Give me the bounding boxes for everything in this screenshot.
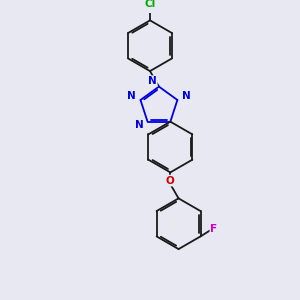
Text: Cl: Cl	[144, 0, 156, 9]
Text: N: N	[135, 120, 144, 130]
Text: N: N	[148, 76, 157, 86]
Text: F: F	[210, 224, 218, 234]
Text: N: N	[127, 92, 136, 101]
Text: N: N	[182, 92, 191, 101]
Text: O: O	[166, 176, 175, 186]
